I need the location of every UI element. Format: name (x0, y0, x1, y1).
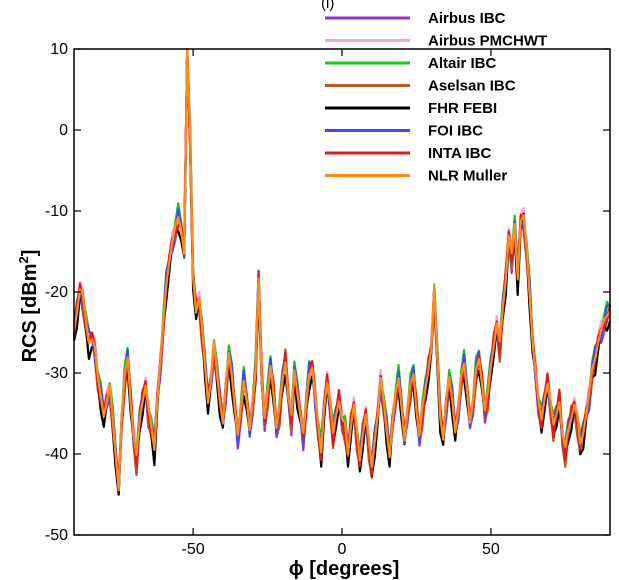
legend-label: FHR FEBI (428, 100, 497, 117)
svg-text:RCS [dBm2]: RCS [dBm2] (16, 250, 41, 363)
x-tick-label: 50 (482, 541, 500, 558)
legend-label: Altair IBC (428, 55, 497, 72)
y-tick-label: -40 (45, 446, 68, 463)
y-tick-label: -30 (45, 365, 68, 382)
y-tick-label: -10 (45, 203, 68, 220)
panel-label: (l) (321, 0, 334, 12)
y-tick-label: -20 (45, 284, 68, 301)
y-axis-title-main: RCS [dBm (19, 264, 41, 363)
x-tick-label: 0 (338, 541, 347, 558)
axes-layer: -50 -40 -30 -20 -10 0 10 -50 0 50 (45, 41, 611, 558)
legend-label: FOI IBC (428, 123, 483, 140)
series-line-7 (72, 47, 611, 492)
legend-label: INTA IBC (428, 145, 491, 162)
legend: Airbus IBC Airbus PMCHWT Altair IBC Aselsan… (325, 10, 547, 185)
legend-label: Aselsan IBC (428, 78, 516, 95)
y-tick-label: -50 (45, 527, 68, 544)
y-axis-title-sup: 2 (16, 256, 31, 263)
legend-label: NLR Muller (428, 168, 507, 185)
y-tick-label: 10 (50, 41, 68, 58)
legend-label: Airbus PMCHWT (428, 33, 547, 50)
series-layer (72, 47, 612, 496)
legend-label: Airbus IBC (428, 10, 506, 27)
y-axis-title: RCS [dBm2] (16, 250, 41, 363)
x-axis-title: ϕ [degrees] (289, 558, 400, 580)
x-tick-label: -50 (182, 541, 205, 558)
y-tick-label: 0 (59, 122, 68, 139)
y-axis-title-end: ] (19, 250, 41, 257)
